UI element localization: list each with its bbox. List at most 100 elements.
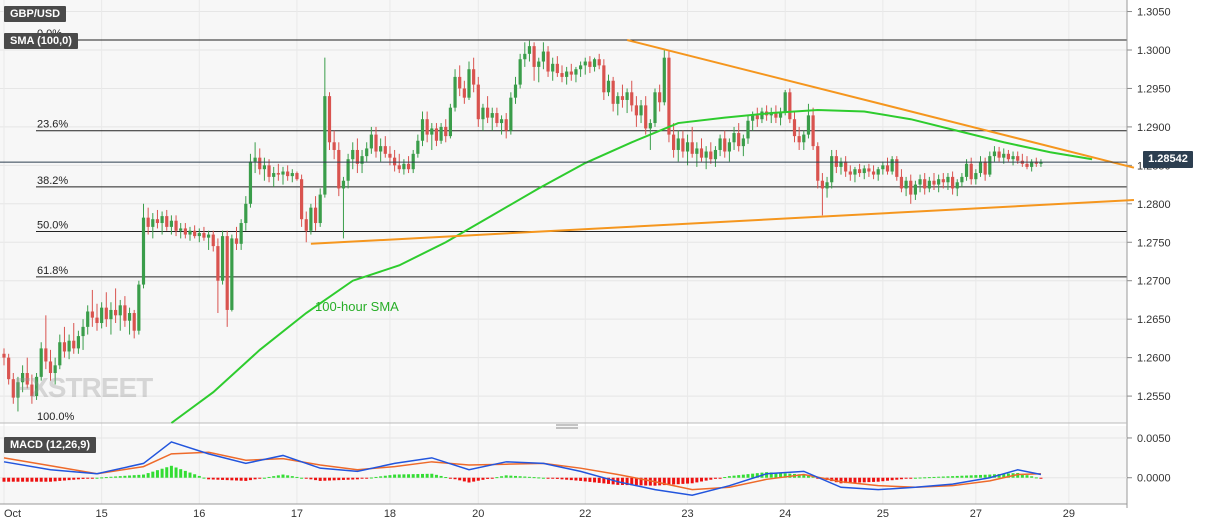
candle-body [732,133,736,143]
candle-body [611,80,615,104]
macd-histogram-bar [221,477,225,480]
macd-histogram-bar [551,477,555,479]
candle-body [527,46,532,54]
macd-histogram-bar [639,477,643,486]
candle-body [44,348,48,362]
candle-body [792,119,797,137]
macd-histogram-bar [318,477,322,481]
sma-annotation: 100-hour SMA [315,299,399,314]
candle-body [67,340,71,352]
candle-body [406,163,411,170]
macd-histogram-bar [197,475,201,478]
candle-body [21,373,25,383]
macd-histogram-bar [16,477,20,482]
macd-histogram-bar [727,476,731,478]
candle-body [537,61,541,67]
macd-histogram-bar [207,477,211,480]
macd-histogram-bar [128,475,132,478]
macd-histogram-bar [49,477,52,482]
candle-body [211,234,215,247]
macd-histogram-bar [532,477,536,479]
candle-body [639,105,643,116]
candle-body [318,194,322,224]
macd-histogram-bar [779,473,783,478]
macd-histogram-bar [686,477,690,484]
macd-histogram-bar [890,477,894,481]
macd-histogram-bar [132,475,136,478]
fib-level-label: 23.6% [37,119,68,131]
macd-histogram-bar [476,477,480,481]
candle-body [774,113,778,118]
candle-body [95,317,99,324]
candle-body [606,80,611,93]
candle-body [723,138,727,152]
macd-histogram-bar [593,477,597,483]
candle-body [127,313,132,321]
candle-body [602,65,606,93]
macd-histogram-bar [1020,474,1024,478]
macd-histogram-bar [662,477,666,486]
candle-body [39,348,43,377]
price-tick-label: 1.3050 [1137,7,1171,19]
price-tick-label: 1.2900 [1137,122,1171,134]
macd-histogram-bar [965,475,969,478]
candle-body [230,238,234,310]
macd-histogram-bar [365,477,369,479]
candle-body [58,342,62,366]
candle-body [216,246,220,281]
candle-body [518,59,522,85]
candle-body [360,156,364,164]
candle-body [969,163,973,180]
candle-body [495,113,499,124]
macd-histogram-bar [667,477,671,485]
macd-histogram-bar [272,476,276,478]
macd-histogram-bar [174,467,178,478]
sma-indicator-chip: SMA (100,0) [4,33,78,49]
macd-histogram-bar [974,475,978,478]
candle-body [100,307,104,324]
candle-body [476,84,480,120]
macd-histogram-bar [862,477,866,483]
candle-body [341,180,346,189]
candle-body [820,180,824,189]
candle-body [169,220,173,227]
macd-histogram-bar [388,475,392,478]
macd-histogram-bar [700,477,703,482]
macd-tick-label: 0.0050 [1137,433,1171,445]
macd-histogram-bar [374,476,378,478]
candle-body [513,84,518,98]
macd-histogram-bar [546,477,550,479]
macd-histogram-bar [39,477,43,482]
date-tick-label: Oct [4,508,21,520]
candle-body [620,96,625,100]
macd-histogram-bar [369,477,373,479]
candle-body [1002,153,1006,158]
candle-body [48,361,53,374]
macd-histogram-bar [765,472,769,478]
macd-histogram-bar [346,477,350,480]
macd-histogram-bar [737,475,741,478]
candle-body [109,309,113,320]
macd-histogram-bar [997,474,1001,478]
macd-histogram-bar [681,477,685,484]
candle-body [937,179,941,185]
macd-histogram-bar [518,476,522,478]
candle-body [964,163,969,177]
macd-histogram-bar [151,471,155,478]
macd-histogram-bar [904,477,908,479]
date-tick-label: 20 [472,508,484,520]
trendline-resistance [626,39,1135,169]
macd-histogram-bar [25,477,29,482]
candle-body [467,69,471,98]
candle-body [369,134,373,149]
candle-body [713,149,718,160]
macd-histogram-bar [355,477,359,480]
candle-body [811,115,815,147]
price-tick-label: 1.2550 [1137,391,1171,403]
candle-body [778,111,783,118]
macd-histogram-bar [899,477,903,480]
price-pane-background [0,0,1127,423]
macd-histogram-bar [104,477,108,479]
candle-body [783,92,787,112]
